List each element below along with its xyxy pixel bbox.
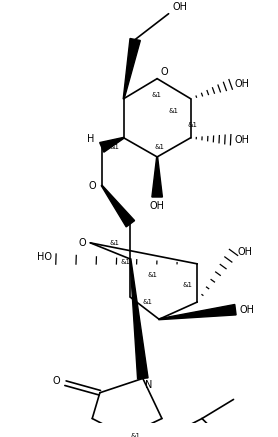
Text: &1: &1: [143, 299, 153, 305]
Text: &1: &1: [110, 144, 120, 150]
Text: O: O: [52, 376, 60, 386]
Text: O: O: [88, 180, 96, 191]
Text: OH: OH: [239, 305, 254, 315]
Text: OH: OH: [234, 135, 249, 145]
Text: &1: &1: [183, 282, 193, 288]
Polygon shape: [130, 259, 148, 379]
Polygon shape: [126, 430, 168, 437]
Polygon shape: [100, 137, 124, 152]
Polygon shape: [123, 38, 140, 99]
Text: &1: &1: [188, 122, 198, 128]
Text: &1: &1: [148, 272, 158, 278]
Polygon shape: [101, 185, 135, 227]
Text: &1: &1: [152, 92, 162, 98]
Text: &1: &1: [168, 108, 178, 114]
Text: OH: OH: [150, 201, 165, 211]
Polygon shape: [159, 305, 236, 320]
Text: O: O: [161, 67, 168, 77]
Text: O: O: [79, 238, 86, 248]
Text: &1: &1: [121, 259, 131, 265]
Text: OH: OH: [234, 80, 249, 89]
Text: &1: &1: [130, 433, 140, 437]
Text: OH: OH: [172, 2, 187, 12]
Polygon shape: [152, 157, 162, 197]
Text: N: N: [145, 380, 152, 390]
Text: &1: &1: [110, 240, 120, 246]
Text: HO: HO: [37, 252, 52, 262]
Text: &1: &1: [154, 144, 164, 150]
Text: H: H: [87, 134, 94, 144]
Text: OH: OH: [237, 247, 252, 257]
